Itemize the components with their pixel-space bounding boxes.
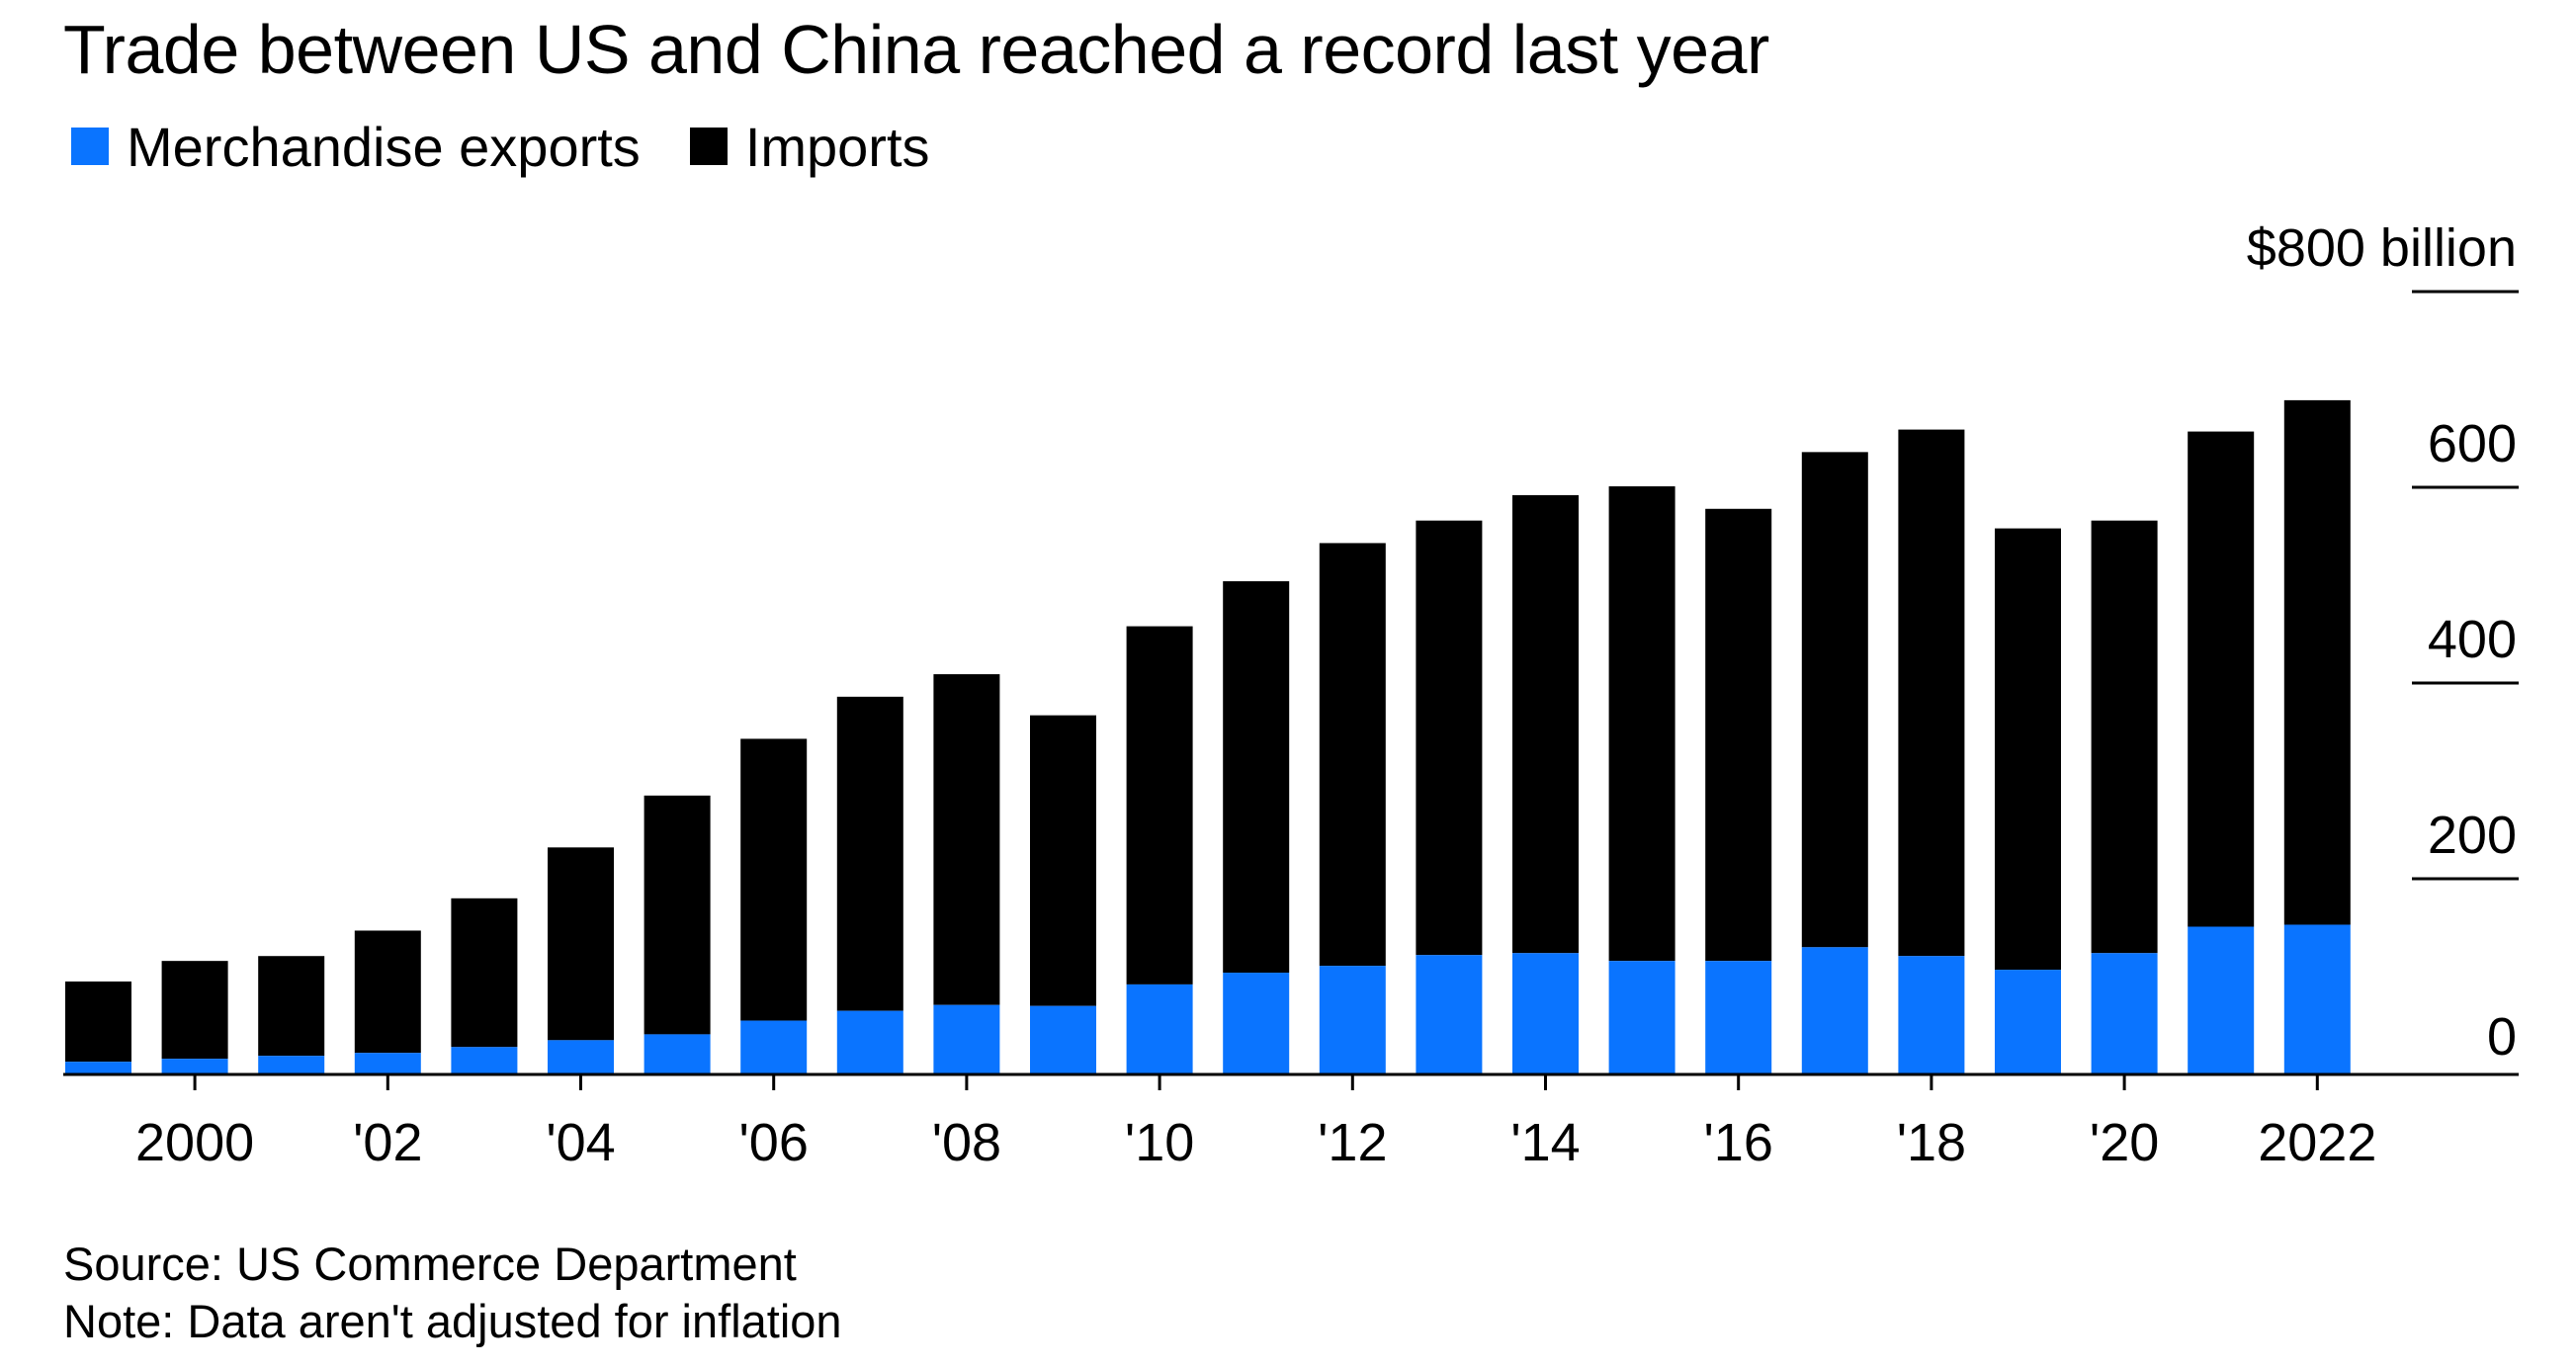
bar-imports-2015 xyxy=(1608,486,1675,962)
bar-exports-2004 xyxy=(548,1040,614,1074)
x-tick-label: '16 xyxy=(1704,1113,1773,1172)
x-tick-label: '20 xyxy=(2090,1113,2159,1172)
bar-imports-2017 xyxy=(1801,452,1868,948)
x-tick-label: '14 xyxy=(1510,1113,1580,1172)
legend-item-exports: Merchandise exports xyxy=(71,115,641,179)
x-tick-label: 2022 xyxy=(2258,1113,2376,1172)
y-axis-unit-label: $800 billion xyxy=(2247,218,2517,278)
y-tick-label-0: 0 xyxy=(2487,1007,2517,1067)
bar-exports-2011 xyxy=(1223,973,1290,1074)
bar-exports-2019 xyxy=(1995,970,2061,1074)
legend-label-imports: Imports xyxy=(744,115,930,178)
bar-imports-1999 xyxy=(65,981,131,1063)
bar-imports-2004 xyxy=(548,847,614,1041)
bar-imports-2021 xyxy=(2188,431,2255,927)
bar-exports-2008 xyxy=(933,1004,1000,1074)
bar-imports-2005 xyxy=(644,795,711,1035)
bar-imports-2012 xyxy=(1319,543,1386,967)
x-tick-label: '18 xyxy=(1897,1113,1966,1172)
y-tick-label: 400 xyxy=(2428,610,2517,669)
x-tick-label: '10 xyxy=(1125,1113,1194,1172)
stacked-bar-chart: 0 200 400 600 $800 billion 2000 '02 '04 '06 '08 '1… xyxy=(63,218,2519,1172)
footer-notes: Source: US Commerce Department Note: Dat… xyxy=(63,1236,842,1350)
bar-exports-2001 xyxy=(258,1056,325,1074)
bar-imports-2010 xyxy=(1126,626,1193,985)
bar-imports-2022 xyxy=(2283,399,2351,925)
chart-title: Trade between US and China reached a rec… xyxy=(63,11,1769,88)
bar-exports-2009 xyxy=(1030,1005,1096,1074)
bar-exports-2003 xyxy=(451,1047,518,1074)
legend-swatch-imports xyxy=(689,128,728,165)
bar-imports-2009 xyxy=(1030,715,1096,1006)
x-tick-label: 2000 xyxy=(135,1113,254,1172)
bar-exports-2007 xyxy=(836,1010,903,1074)
bar-exports-2002 xyxy=(354,1053,421,1074)
bar-exports-1999 xyxy=(65,1062,131,1074)
bar-imports-2002 xyxy=(354,930,421,1054)
bar-imports-2014 xyxy=(1512,494,1579,954)
y-tick-label: 600 xyxy=(2428,414,2517,473)
bar-exports-2022 xyxy=(2283,924,2351,1074)
bar-imports-2001 xyxy=(258,956,325,1057)
bar-imports-2016 xyxy=(1705,508,1772,962)
bar-exports-2016 xyxy=(1705,961,1772,1074)
bar-exports-2012 xyxy=(1319,966,1386,1074)
bar-exports-2013 xyxy=(1416,955,1483,1074)
bar-exports-2018 xyxy=(1898,956,1965,1074)
bar-imports-2018 xyxy=(1898,429,1965,957)
x-tick-label: '06 xyxy=(739,1113,809,1172)
bar-exports-2000 xyxy=(161,1059,228,1074)
x-tick-label: '12 xyxy=(1318,1113,1387,1172)
bar-imports-2003 xyxy=(451,898,518,1048)
bar-imports-2008 xyxy=(933,674,1000,1005)
bar-imports-2006 xyxy=(740,738,808,1021)
bar-imports-2007 xyxy=(836,696,903,1011)
legend-label-exports: Merchandise exports xyxy=(127,115,641,178)
legend: Merchandise exports Imports xyxy=(71,111,980,182)
y-tick-label: 200 xyxy=(2428,806,2517,865)
bar-exports-2014 xyxy=(1512,953,1579,1074)
x-tick-label: '04 xyxy=(546,1113,615,1172)
bar-imports-2011 xyxy=(1223,581,1290,974)
x-tick-label: '08 xyxy=(932,1113,1001,1172)
bar-exports-2006 xyxy=(740,1020,808,1074)
bar-exports-2015 xyxy=(1608,961,1675,1074)
bar-exports-2005 xyxy=(644,1034,711,1074)
note-text: Note: Data aren't adjusted for inflation xyxy=(63,1295,842,1347)
bar-exports-2010 xyxy=(1126,984,1193,1074)
bar-exports-2020 xyxy=(2091,953,2158,1074)
legend-swatch-exports xyxy=(71,128,109,165)
bar-exports-2021 xyxy=(2188,926,2255,1074)
source-text: Source: US Commerce Department xyxy=(63,1238,797,1290)
bar-imports-2013 xyxy=(1416,520,1483,956)
x-tick-label: '02 xyxy=(353,1113,422,1172)
legend-item-imports: Imports xyxy=(689,115,930,179)
bar-imports-2019 xyxy=(1995,528,2061,971)
bar-imports-2000 xyxy=(161,961,228,1060)
bar-exports-2017 xyxy=(1801,947,1868,1074)
bar-imports-2020 xyxy=(2091,520,2158,954)
